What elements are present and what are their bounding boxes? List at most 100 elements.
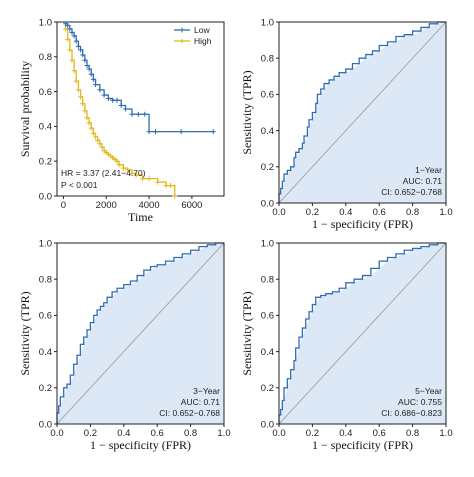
x-tick-label: 0.8	[406, 207, 419, 218]
censor-mark-low	[78, 47, 84, 53]
censor-mark-low	[80, 52, 86, 58]
censor-mark-high	[95, 137, 101, 143]
legend-label-high: High	[194, 36, 212, 46]
censor-mark-low	[105, 96, 111, 102]
y-tick-label: 0.6	[261, 311, 274, 322]
censor-mark-low	[67, 26, 73, 32]
y-tick-label: 0.4	[39, 122, 52, 133]
censor-mark-low	[97, 87, 103, 93]
y-tick-label: 0.8	[261, 275, 274, 286]
roc-curve	[278, 242, 446, 424]
y-tick-label: 0.0	[261, 198, 274, 209]
censor-mark-low	[88, 71, 94, 77]
censor-mark-high	[97, 141, 103, 147]
censor-mark-high	[120, 165, 126, 171]
x-tick-label: 4000	[138, 200, 159, 211]
roc-period-label: 3−Year	[193, 386, 220, 396]
roc-curve	[56, 242, 224, 424]
x-tick-label: 0.0	[272, 428, 285, 439]
chart-panel-2: 0.0 0.2 0.4 0.6 0.8 1.0 0.0 0.2 0.4 0.6 0.8 1.0 1 − …	[240, 17, 453, 231]
reference-diagonal	[278, 21, 447, 204]
y-tick-label: 0.8	[39, 52, 52, 63]
censor-mark-high	[73, 78, 79, 84]
roc-period-label: 5−Year	[415, 386, 442, 396]
y-tick-label: 0.4	[261, 126, 274, 137]
y-tick-label: 0.0	[39, 419, 52, 430]
y-axis-label: Sensitivity (TPR)	[18, 291, 32, 375]
reference-diagonal	[56, 242, 225, 425]
x-tick-label: 0.2	[84, 428, 97, 439]
censor-mark-low	[73, 38, 79, 44]
x-tick-label: 0.0	[50, 428, 63, 439]
y-tick-label: 0.4	[261, 347, 274, 358]
y-tick-label: 0.4	[39, 347, 52, 358]
censor-mark-high	[172, 193, 178, 199]
auc-annotation: AUC: 0.71	[403, 176, 442, 186]
censor-mark-low	[123, 106, 129, 112]
censor-mark-low	[152, 129, 158, 135]
censor-mark-low	[178, 129, 184, 135]
p-value-annotation: P < 0.001	[61, 180, 98, 190]
chart-panel-1: 0 2000 4000 6000 0.0 0.2 0.4 0.6 0.8 1.0 Time Survi…	[18, 17, 225, 224]
censor-mark-low	[135, 111, 141, 117]
reference-diagonal	[278, 242, 447, 425]
censor-mark-high	[140, 176, 146, 182]
y-tick-label: 0.6	[39, 311, 52, 322]
censor-mark-high	[69, 57, 75, 63]
x-tick-label: 1.0	[439, 207, 452, 218]
censor-mark-high	[163, 183, 169, 189]
censor-mark-high	[125, 167, 131, 173]
plot-frame-top	[278, 21, 447, 204]
legend-swatch-mark	[179, 27, 185, 33]
censor-mark-high	[93, 134, 99, 140]
x-tick-label: 0.8	[184, 428, 197, 439]
x-axis-label: Time	[128, 210, 153, 224]
censor-mark-high	[133, 172, 139, 178]
y-tick-label: 0.2	[261, 162, 274, 173]
x-tick-label: 0.8	[406, 428, 419, 439]
x-tick-label: 0.6	[373, 207, 386, 218]
censor-mark-high	[116, 162, 122, 168]
censor-mark-high	[146, 176, 152, 182]
censor-mark-high	[90, 130, 96, 136]
x-tick-label: 1.0	[217, 428, 230, 439]
ci-annotation: CI: 0.686−0.823	[381, 408, 442, 418]
plot-frame-top	[278, 242, 447, 425]
censor-mark-low	[93, 82, 99, 88]
chart-panel-4: 0.0 0.2 0.4 0.6 0.8 1.0 0.0 0.2 0.4 0.6 0.8 1.0 1 − …	[240, 238, 453, 452]
y-tick-label: 0.2	[261, 383, 274, 394]
censor-mark-low	[101, 92, 107, 98]
y-tick-label: 0.6	[261, 90, 274, 101]
y-tick-label: 1.0	[261, 17, 274, 28]
censor-mark-low	[129, 111, 135, 117]
y-tick-label: 0.8	[261, 54, 274, 65]
x-tick-label: 0.6	[373, 428, 386, 439]
censor-mark-low	[210, 129, 216, 135]
y-tick-label: 0.0	[39, 191, 52, 202]
roc-curve	[278, 21, 446, 203]
censor-mark-low	[82, 57, 88, 63]
censor-mark-low	[114, 97, 120, 103]
censor-mark-low	[75, 43, 81, 49]
y-tick-label: 0.2	[39, 157, 52, 168]
legend-swatch-mark	[179, 38, 185, 44]
y-tick-label: 0.6	[39, 87, 52, 98]
y-axis-label: Sensitivity (TPR)	[240, 70, 254, 154]
censor-mark-low	[110, 97, 116, 103]
censor-mark-high	[167, 183, 173, 189]
censor-mark-low	[118, 103, 124, 109]
y-tick-label: 0.8	[39, 275, 52, 286]
censor-mark-high	[67, 47, 73, 53]
censor-mark-low	[146, 129, 152, 135]
censor-mark-low	[71, 33, 77, 39]
censor-mark-high	[129, 170, 135, 176]
y-tick-label: 0.2	[39, 383, 52, 394]
censor-mark-low	[142, 111, 148, 117]
censor-mark-high	[86, 120, 92, 126]
x-axis-label: 1 − specificity (FPR)	[90, 438, 191, 452]
censor-mark-high	[71, 68, 77, 74]
chart-panel-3: 0.0 0.2 0.4 0.6 0.8 1.0 0.0 0.2 0.4 0.6 0.8 1.0 1 − …	[18, 238, 231, 452]
censor-mark-high	[99, 144, 105, 150]
censor-mark-high	[88, 125, 94, 131]
